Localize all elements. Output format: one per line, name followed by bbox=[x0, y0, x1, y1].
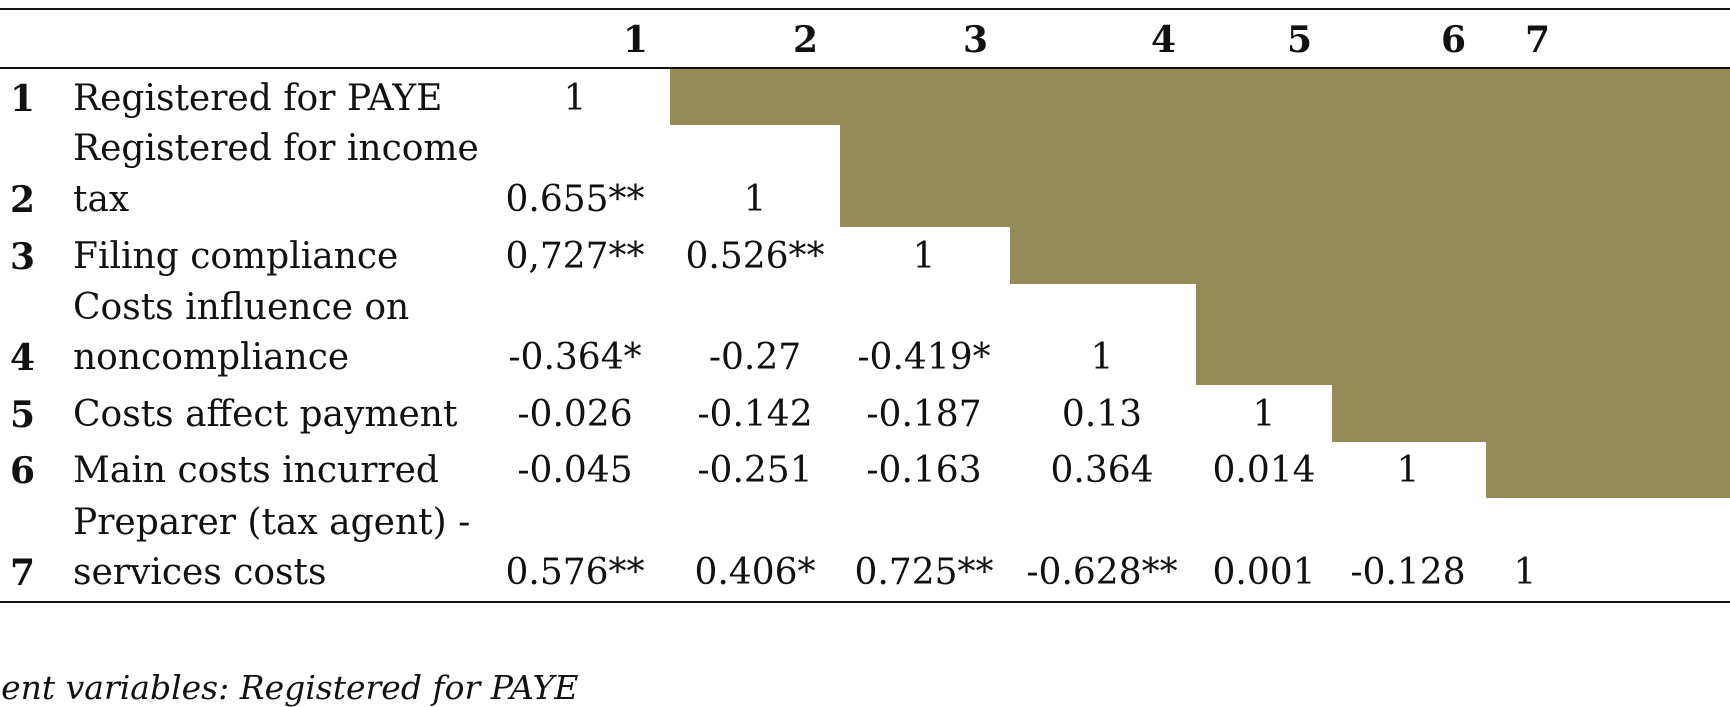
row-label-2-line-1: Registered for income bbox=[73, 128, 479, 169]
upper-triangle-shade-row-3 bbox=[1010, 227, 1730, 284]
cell-r6-c5: 0.014 bbox=[1212, 450, 1316, 491]
cell-r5-c3: -0.187 bbox=[866, 394, 982, 435]
cell-r3-c2: 0.526** bbox=[685, 236, 825, 277]
cell-r5-c4: 0.13 bbox=[1061, 394, 1143, 435]
table-footnote: dent variables: Registered for PAYE bbox=[0, 668, 579, 707]
cell-r6-c6: 1 bbox=[1396, 450, 1420, 491]
row-label-2-line-2: tax bbox=[73, 179, 130, 220]
column-header-5: 5 bbox=[1286, 19, 1312, 61]
row-label-7-line-2: services costs bbox=[73, 552, 327, 593]
column-header-6: 6 bbox=[1440, 19, 1466, 61]
cell-r7-c3: 0.725** bbox=[854, 552, 994, 593]
cell-r2-c2: 1 bbox=[743, 179, 767, 220]
column-header-1: 1 bbox=[622, 19, 648, 61]
cell-r7-c4: -0.628** bbox=[1026, 552, 1178, 593]
row-label-6: Main costs incurred bbox=[73, 450, 439, 491]
cell-r3-c1: 0,727** bbox=[505, 236, 645, 277]
cell-r1-c1: 1 bbox=[563, 78, 587, 119]
cell-r5-c2: -0.142 bbox=[697, 394, 813, 435]
column-header-4: 4 bbox=[1150, 19, 1176, 61]
cell-r7-c7: 1 bbox=[1513, 552, 1537, 593]
cell-r6-c4: 0.364 bbox=[1050, 450, 1154, 491]
row-index-2: 2 bbox=[10, 179, 36, 221]
row-label-1: Registered for PAYE bbox=[73, 78, 443, 119]
cell-r4-c2: -0.27 bbox=[708, 337, 802, 378]
upper-triangle-shade-row-5 bbox=[1332, 385, 1730, 442]
row-index-6: 6 bbox=[10, 450, 36, 492]
row-label-5: Costs affect payment bbox=[73, 394, 458, 435]
row-label-7-line-1: Preparer (tax agent) - bbox=[73, 502, 471, 543]
cell-r7-c6: -0.128 bbox=[1350, 552, 1466, 593]
upper-triangle-shade-row-6 bbox=[1486, 442, 1730, 498]
cell-r7-c1: 0.576** bbox=[505, 552, 645, 593]
row-index-4: 4 bbox=[10, 337, 36, 379]
cell-r5-c1: -0.026 bbox=[517, 394, 633, 435]
upper-triangle-shade-row-2 bbox=[840, 125, 1730, 227]
cell-r6-c3: -0.163 bbox=[866, 450, 982, 491]
cell-r7-c2: 0.406* bbox=[694, 552, 816, 593]
upper-triangle-shade-row-1 bbox=[670, 69, 1730, 125]
cell-r7-c5: 0.001 bbox=[1212, 552, 1316, 593]
column-header-7: 7 bbox=[1524, 19, 1550, 61]
row-index-3: 3 bbox=[10, 236, 36, 278]
column-header-2: 2 bbox=[792, 19, 818, 61]
cell-r3-c3: 1 bbox=[912, 236, 936, 277]
column-header-3: 3 bbox=[962, 19, 988, 61]
header-rule bbox=[0, 67, 1730, 69]
row-index-7: 7 bbox=[10, 552, 36, 594]
cell-r6-c2: -0.251 bbox=[697, 450, 813, 491]
cell-r5-c5: 1 bbox=[1252, 394, 1276, 435]
top-rule bbox=[0, 8, 1730, 10]
cell-r2-c1: 0.655** bbox=[505, 179, 645, 220]
row-label-4-line-2: noncompliance bbox=[73, 337, 350, 378]
cell-r4-c3: -0.419* bbox=[857, 337, 991, 378]
row-index-5: 5 bbox=[10, 394, 36, 436]
row-index-1: 1 bbox=[10, 78, 36, 120]
row-label-4-line-1: Costs influence on bbox=[73, 287, 410, 328]
cell-r4-c1: -0.364* bbox=[508, 337, 642, 378]
upper-triangle-shade-row-4 bbox=[1196, 284, 1730, 385]
row-label-3: Filing compliance bbox=[73, 236, 399, 277]
cell-r4-c4: 1 bbox=[1090, 337, 1114, 378]
cell-r6-c1: -0.045 bbox=[517, 450, 633, 491]
bottom-rule bbox=[0, 601, 1730, 603]
